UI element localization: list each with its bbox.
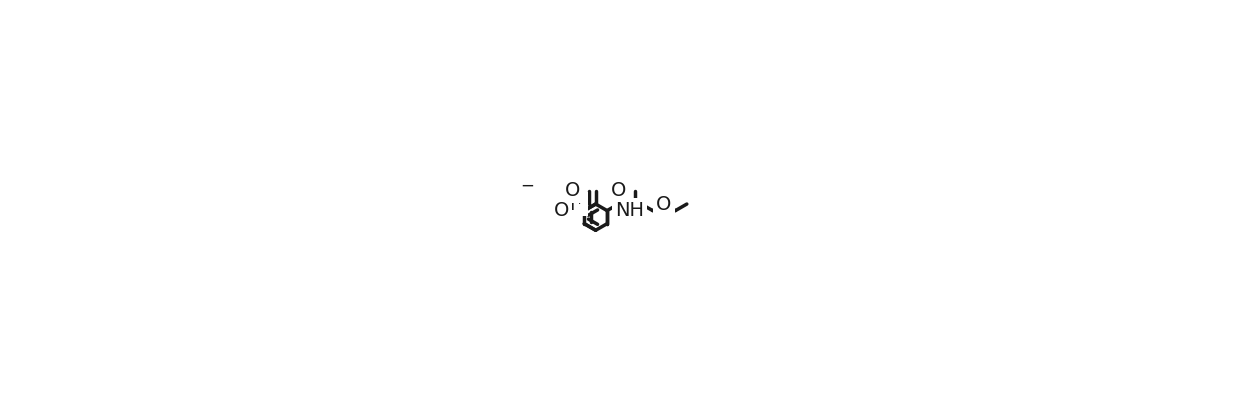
Text: O: O xyxy=(554,201,570,220)
Text: −: − xyxy=(520,177,534,195)
Text: O: O xyxy=(565,181,581,200)
Text: O: O xyxy=(656,195,671,214)
Text: O: O xyxy=(611,181,627,200)
Text: NH: NH xyxy=(616,201,644,220)
Text: N⁺: N⁺ xyxy=(561,195,586,214)
